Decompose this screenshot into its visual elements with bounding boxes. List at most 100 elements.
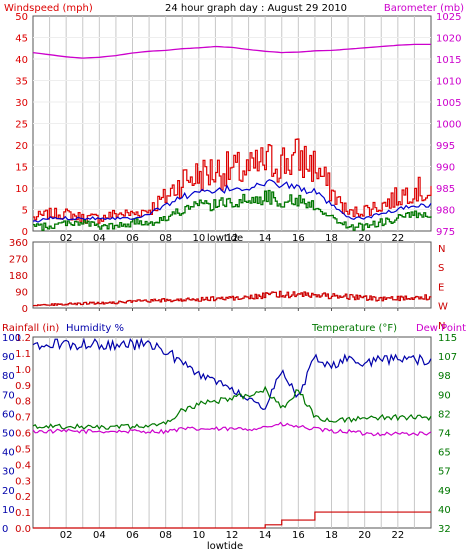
rainfall-tick-label: 0.4 [15, 460, 31, 471]
x-tick-label: 02 [60, 233, 73, 244]
humidity-tick-label: 80 [2, 371, 15, 382]
x-tick-label: 18 [325, 233, 338, 244]
temperature-tick-label: 90 [438, 390, 451, 401]
dewpoint-series-line [32, 421, 432, 437]
x-axis-label-rain: lowtide [207, 541, 243, 552]
x-tick-label: 10 [192, 530, 205, 541]
barometer-tick-label: 1005 [436, 98, 461, 109]
temperature-series-line [32, 385, 432, 431]
barometer-series-line [32, 43, 431, 59]
x-tick-label: 14 [259, 233, 272, 244]
rainfall-tick-label: 0.6 [15, 429, 31, 440]
x-tick-label: 02 [60, 530, 73, 541]
direction-degree-tick-label: 0 [22, 304, 28, 315]
humidity-tick-label: 20 [2, 486, 15, 497]
barometer-tick-label: 1020 [436, 34, 461, 45]
temperature-tick-label: 49 [438, 486, 451, 497]
wind-average-series-line [32, 179, 432, 223]
temperature-tick-label: 107 [438, 352, 457, 363]
windspeed-tick-label: 5 [22, 206, 28, 217]
rainfall-tick-label: 1.0 [15, 365, 31, 376]
x-tick-label: 04 [93, 530, 106, 541]
windspeed-tick-label: 50 [15, 12, 28, 23]
x-tick-label: 18 [325, 530, 338, 541]
x-tick-label: 06 [126, 233, 139, 244]
rainfall-tick-label: 0.7 [15, 413, 31, 424]
barometer-tick-label: 995 [436, 141, 455, 152]
compass-tick-label: E [438, 282, 444, 293]
rainfall-tick-label: 0.9 [15, 381, 31, 392]
x-tick-label: 04 [93, 233, 106, 244]
windspeed-tick-label: 30 [15, 98, 28, 109]
x-tick-label: 12 [226, 233, 239, 244]
x-tick-label: 20 [358, 530, 371, 541]
barometer-tick-label: 985 [436, 184, 455, 195]
temperature-tick-label: 57 [438, 467, 451, 478]
x-tick-label: 08 [159, 530, 172, 541]
rainfall-tick-label: 0.1 [15, 508, 31, 519]
barometer-tick-label: 1025 [436, 12, 461, 23]
temperature-tick-label: 115 [438, 333, 457, 344]
humidity-series-line [32, 337, 432, 411]
compass-tick-label: N [438, 244, 445, 255]
temperature-tick-label: 82 [438, 409, 451, 420]
barometer-tick-label: 975 [436, 227, 455, 238]
temperature-tick-label: 32 [438, 524, 451, 535]
compass-tick-label: W [438, 302, 448, 313]
dewpoint-axis-label: Dew Point [416, 323, 466, 334]
x-tick-label: 20 [358, 233, 371, 244]
barometer-tick-label: 1000 [436, 120, 461, 131]
chart-title: 24 hour graph day : August 29 2010 [165, 3, 347, 14]
x-tick-label: 12 [226, 530, 239, 541]
temperature-tick-label: 98 [438, 371, 451, 382]
windspeed-tick-label: 35 [15, 77, 28, 88]
rainfall-tick-label: 0.3 [15, 476, 31, 487]
rainfall-axis-label: Rainfall (in) [2, 323, 59, 334]
temperature-axis-label: Temperature (°F) [311, 323, 397, 334]
wind-series-line [33, 138, 432, 224]
windspeed-tick-label: 20 [15, 141, 28, 152]
x-tick-label: 10 [192, 233, 205, 244]
humidity-tick-label: 50 [2, 429, 15, 440]
windspeed-tick-label: 0 [22, 227, 28, 238]
x-tick-label: 22 [391, 530, 404, 541]
humidity-tick-label: 100 [2, 333, 21, 344]
barometer-axis-label: Barometer (mb) [384, 3, 464, 14]
humidity-tick-label: 60 [2, 409, 15, 420]
windspeed-axis-label: Windspeed (mph) [4, 3, 93, 14]
compass-tick-label: N [438, 321, 445, 332]
x-tick-label: 22 [391, 233, 404, 244]
rainfall-tick-label: 0.0 [15, 524, 31, 535]
wind-direction-series-line [33, 290, 432, 307]
humidity-tick-label: 70 [2, 390, 15, 401]
rainfall-series-line [33, 511, 431, 529]
humidity-tick-label: 10 [2, 505, 15, 516]
direction-degree-tick-label: 360 [9, 238, 28, 249]
wind-low-series-line [33, 189, 432, 231]
rainfall-tick-label: 0.5 [15, 444, 31, 455]
x-tick-label: 06 [126, 530, 139, 541]
x-axis-label-wind: lowtide [207, 233, 243, 244]
x-tick-label: 16 [292, 530, 305, 541]
direction-degree-tick-label: 270 [9, 255, 28, 266]
compass-tick-label: S [438, 263, 444, 274]
humidity-tick-label: 0 [2, 524, 8, 535]
windspeed-tick-label: 15 [15, 163, 28, 174]
humidity-tick-label: 40 [2, 448, 15, 459]
barometer-tick-label: 1010 [436, 77, 461, 88]
rainfall-tick-label: 1.1 [15, 349, 31, 360]
windspeed-tick-label: 25 [15, 120, 28, 131]
rainfall-tick-label: 0.2 [15, 492, 31, 503]
humidity-tick-label: 30 [2, 467, 15, 478]
x-tick-label: 08 [159, 233, 172, 244]
direction-degree-tick-label: 180 [9, 271, 28, 282]
humidity-axis-label: Humidity % [66, 323, 124, 334]
temperature-tick-label: 74 [438, 429, 451, 440]
barometer-tick-label: 1015 [436, 55, 461, 66]
x-tick-label: 14 [259, 530, 272, 541]
x-tick-label: 16 [292, 233, 305, 244]
humidity-tick-label: 90 [2, 352, 15, 363]
temperature-tick-label: 65 [438, 448, 451, 459]
direction-degree-tick-label: 90 [15, 288, 28, 299]
